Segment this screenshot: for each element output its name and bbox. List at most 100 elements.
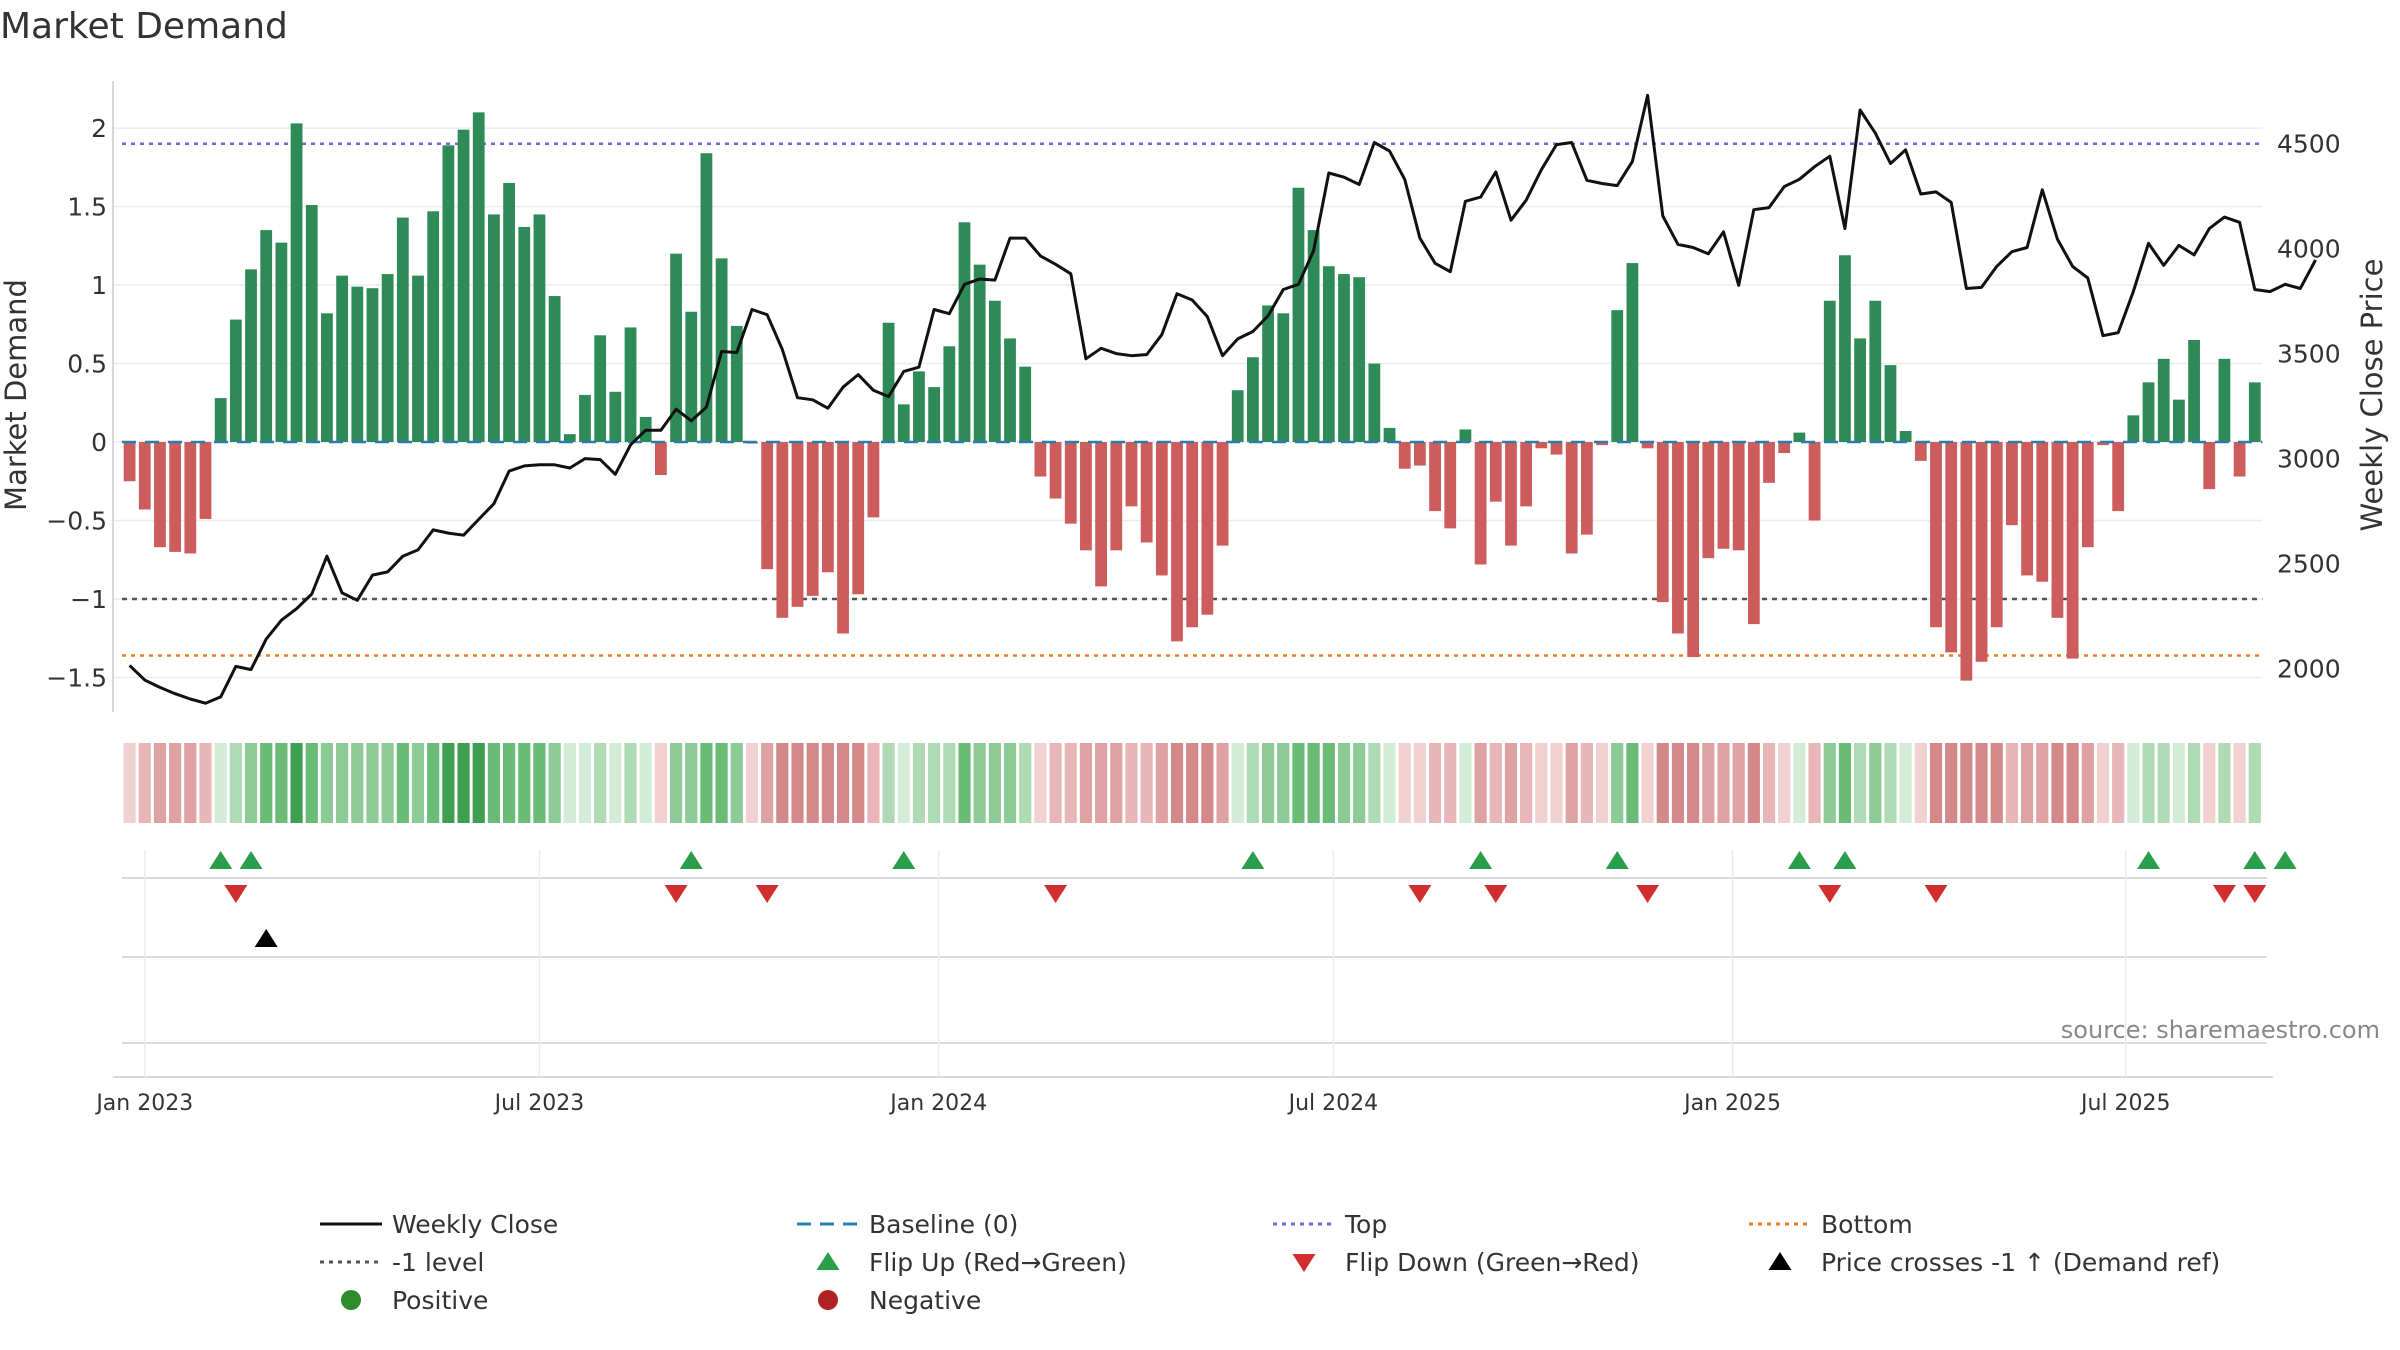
strip-cell-positive: [928, 743, 941, 823]
demand-bar-negative: [1656, 442, 1669, 603]
legend-label: Weekly Close: [392, 1210, 558, 1239]
strip-cell-negative: [776, 743, 789, 823]
x-tick-label: Jul 2023: [493, 1091, 585, 1116]
demand-bar-negative: [1474, 442, 1487, 565]
strip-cell-negative: [1747, 743, 1760, 823]
strip-cell-negative: [1170, 743, 1184, 823]
demand-bar-negative: [1641, 442, 1654, 449]
flip-down-marker: [1408, 885, 1432, 903]
demand-bar-negative: [1732, 442, 1745, 551]
strip-cell-negative: [1049, 743, 1062, 823]
flip-down-marker: [755, 885, 779, 903]
demand-bar-negative: [852, 442, 865, 595]
flip-up-marker: [892, 851, 916, 869]
strip-cell-positive: [2142, 743, 2155, 823]
demand-bar-positive: [1368, 363, 1381, 443]
strip-cell-positive: [563, 743, 576, 823]
strip-cell-negative: [2081, 743, 2094, 823]
demand-bar-positive: [1459, 429, 1472, 443]
demand-bar-positive: [1793, 432, 1806, 443]
strip-cell-negative: [1125, 743, 1138, 823]
legend-item: Bottom: [1749, 1210, 1913, 1239]
legend-swatch-triangle-up: [1768, 1252, 1792, 1270]
strip-cell-positive: [1322, 743, 1335, 823]
demand-bar-negative: [1186, 442, 1199, 628]
demand-bar-positive: [700, 153, 713, 443]
legend-swatch-triangle-down: [1292, 1254, 1316, 1272]
demand-bar-negative: [1444, 442, 1457, 529]
legend-label: Positive: [392, 1286, 488, 1315]
demand-bar-negative: [2112, 442, 2125, 512]
y-tick-label-right: 2000: [2277, 655, 2341, 684]
demand-bar-positive: [1353, 277, 1366, 443]
demand-bar-positive: [457, 129, 470, 443]
demand-bar-negative: [1429, 442, 1441, 512]
flip-down-marker: [1044, 885, 1068, 903]
demand-bar-negative: [1034, 442, 1047, 477]
y-tick-label-right: 2500: [2277, 550, 2341, 579]
strip-cell-negative: [1914, 743, 1927, 823]
legend-label: Top: [1344, 1210, 1387, 1239]
demand-bar-negative: [1960, 442, 1973, 681]
strip-cell-positive: [1899, 743, 1912, 823]
demand-bar-negative: [821, 442, 834, 573]
demand-bar-negative: [2066, 442, 2079, 659]
strip-cell-positive: [730, 743, 743, 823]
y-tick-label-left: 2: [91, 114, 107, 143]
y-tick-label-left: 1.5: [67, 193, 107, 222]
strip-cell-positive: [275, 743, 288, 823]
legend-label: Price crosses -1 ↑ (Demand ref): [1821, 1248, 2220, 1277]
strip-cell-positive: [503, 743, 516, 823]
strip-cell-negative: [1428, 743, 1442, 823]
demand-bar-positive: [624, 327, 637, 443]
strip-cell-negative: [1398, 743, 1411, 823]
demand-bar-negative: [806, 442, 819, 596]
strip-cell-positive: [1307, 743, 1320, 823]
flip-up-marker: [1469, 851, 1493, 869]
y-tick-label-right: 4500: [2277, 130, 2341, 159]
strip-cell-negative: [1550, 743, 1563, 823]
demand-bar-negative: [1702, 442, 1715, 559]
flip-down-marker: [664, 885, 688, 903]
strip-cell-negative: [2005, 743, 2018, 823]
strip-cell-negative: [1140, 743, 1153, 823]
strip-cell-positive: [2157, 743, 2170, 823]
demand-bar-negative: [2233, 442, 2246, 477]
strip-cell-positive: [685, 743, 698, 823]
strip-cell-positive: [1292, 743, 1305, 823]
demand-bar-negative: [1975, 442, 1988, 662]
demand-bar-negative: [2051, 442, 2064, 618]
legend-label: Flip Down (Green→Red): [1345, 1248, 1640, 1277]
demand-bar-positive: [427, 211, 440, 443]
strip-cell-negative: [2233, 743, 2246, 823]
demand-bar-negative: [1110, 442, 1123, 551]
strip-cell-negative: [1079, 743, 1093, 823]
demand-bar-positive: [973, 264, 986, 443]
demand-bar-positive: [1383, 427, 1396, 443]
strip-cell-positive: [1869, 743, 1882, 823]
demand-bar-positive: [1307, 230, 1320, 443]
demand-bar-positive: [1899, 431, 1912, 443]
x-tick-label: Jan 2025: [1682, 1091, 1781, 1116]
demand-bar-positive: [214, 398, 227, 443]
strip-cell-positive: [897, 743, 910, 823]
strip-cell-positive: [669, 743, 683, 823]
demand-bar-positive: [275, 242, 288, 443]
demand-bar-negative: [837, 442, 849, 634]
strip-cell-negative: [1717, 743, 1730, 823]
demand-bar-positive: [1004, 338, 1016, 443]
demand-bar-positive: [366, 288, 379, 443]
strip-cell-negative: [1656, 743, 1669, 823]
strip-cell-positive: [943, 743, 956, 823]
strip-cell-positive: [366, 743, 379, 823]
strip-cell-negative: [1929, 743, 1943, 823]
strip-cell-negative: [1216, 743, 1229, 823]
demand-bar-negative: [776, 442, 789, 618]
demand-bar-negative: [1520, 442, 1533, 507]
flip-down-marker: [224, 885, 248, 903]
demand-bar-positive: [943, 346, 956, 443]
strip-cell-negative: [1444, 743, 1457, 823]
demand-bar-negative: [1747, 442, 1760, 625]
demand-bar-negative: [761, 442, 774, 570]
